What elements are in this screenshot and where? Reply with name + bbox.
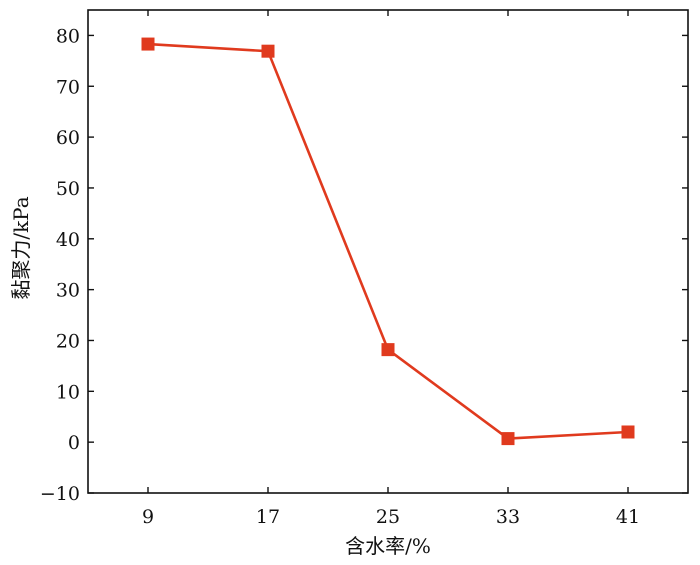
y-tick-label: 80 (56, 25, 80, 47)
y-tick-label: 20 (56, 330, 80, 352)
data-point-marker (621, 425, 635, 439)
y-tick-label: 60 (56, 127, 80, 149)
data-point-marker (141, 37, 155, 51)
data-point-marker (381, 343, 395, 357)
data-point-marker (261, 44, 275, 58)
y-axis-ticks: −10 0 10 20 30 40 50 60 70 80 (40, 25, 688, 505)
data-point-marker (501, 432, 515, 446)
y-tick-label: 40 (56, 229, 80, 251)
x-tick-label: 41 (616, 506, 640, 528)
x-tick-label: 17 (256, 506, 280, 528)
y-tick-label: 30 (56, 280, 80, 302)
x-tick-label: 25 (376, 506, 400, 528)
y-tick-label: 10 (56, 381, 80, 403)
x-tick-label: 9 (142, 506, 154, 528)
y-tick-label: −10 (40, 483, 80, 505)
plot-frame (87, 9, 689, 494)
x-axis-ticks: 9 17 25 33 41 (142, 10, 640, 528)
series-layer (141, 37, 635, 446)
y-axis-title: 黏聚力/kPa (9, 196, 33, 299)
x-axis-title: 含水率/% (345, 534, 431, 558)
x-tick-label: 33 (496, 506, 520, 528)
y-tick-label: 70 (56, 76, 80, 98)
series-line (147, 42, 629, 440)
y-tick-label: 0 (68, 432, 80, 454)
y-tick-label: 50 (56, 178, 80, 200)
